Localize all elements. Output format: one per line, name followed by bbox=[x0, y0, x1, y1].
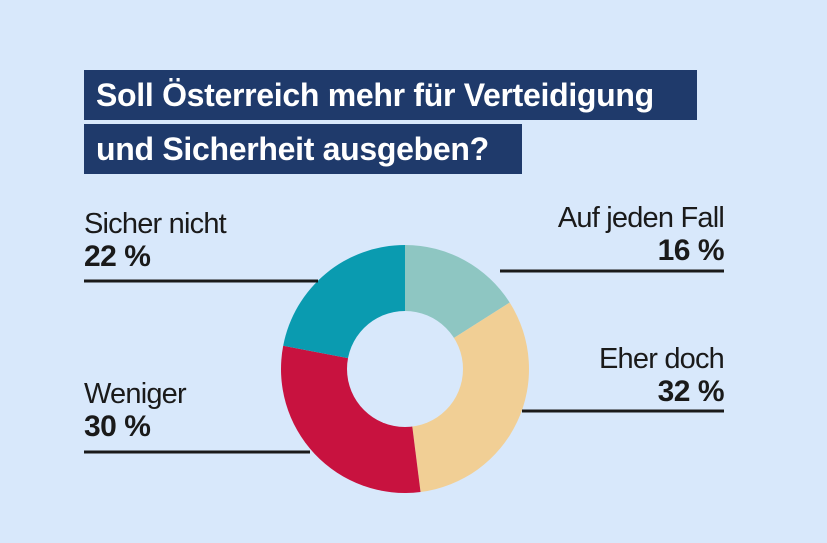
label-auf-jeden-fall: Auf jeden Fall 16 % bbox=[526, 202, 725, 268]
slice-value-auf-jeden-fall: 16 % bbox=[657, 234, 725, 267]
slice-label-auf-jeden-fall: Auf jeden Fall bbox=[557, 202, 725, 234]
label-eher-doch: Eher doch 32 % bbox=[526, 343, 725, 409]
slice-value-sicher-nicht: 22 % bbox=[84, 240, 151, 273]
slice-label-weniger: Weniger bbox=[84, 378, 187, 410]
slice-value-weniger: 30 % bbox=[84, 410, 151, 443]
chart-title-line-2: und Sicherheit ausgeben? bbox=[84, 124, 522, 174]
slice-label-eher-doch: Eher doch bbox=[599, 343, 725, 375]
label-weniger: Weniger 30 % bbox=[84, 378, 187, 444]
donut-hole bbox=[347, 311, 463, 427]
slice-value-eher-doch: 32 % bbox=[657, 375, 725, 408]
slice-label-sicher-nicht: Sicher nicht bbox=[84, 208, 227, 240]
label-sicher-nicht: Sicher nicht 22 % bbox=[84, 208, 227, 274]
chart-title-line-1: Soll Österreich mehr für Verteidigung bbox=[84, 70, 697, 120]
